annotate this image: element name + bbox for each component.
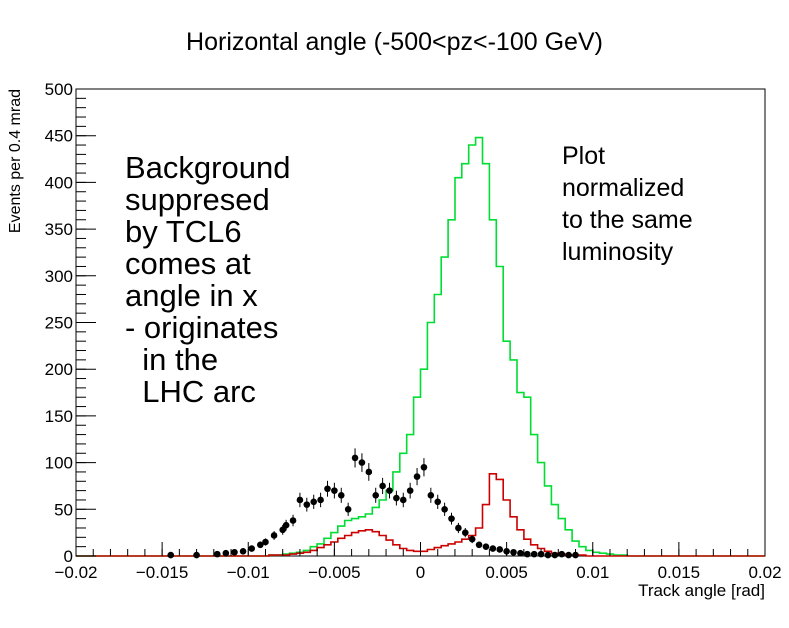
x-tick-label: −0.01 (227, 563, 270, 582)
data-point (365, 468, 373, 476)
y-tick-label: 500 (45, 80, 73, 99)
data-point (324, 485, 331, 493)
data-point (448, 515, 455, 522)
x-tick-label: 0.015 (658, 563, 701, 582)
data-point (544, 551, 552, 559)
data-point (239, 548, 247, 555)
data-point (337, 491, 345, 499)
y-tick-label: 450 (45, 127, 73, 146)
data-point (386, 487, 393, 494)
data-point (331, 487, 338, 494)
data-point (406, 487, 414, 494)
x-tick-label: −0.02 (54, 563, 97, 582)
data-point (351, 454, 359, 462)
x-tick-label: 0 (416, 563, 425, 582)
data-point (317, 496, 324, 504)
data-point (455, 524, 462, 532)
data-point (167, 551, 175, 559)
data-point (372, 491, 380, 499)
data-point (427, 491, 435, 499)
data-point (358, 459, 366, 466)
data-point (558, 550, 566, 558)
data-point (231, 548, 238, 556)
y-tick-label: 50 (54, 500, 73, 519)
y-tick-label: 150 (45, 407, 73, 426)
data-point (489, 545, 497, 552)
data-point (399, 496, 407, 504)
data-point (510, 548, 517, 556)
data-point (517, 549, 524, 557)
data-point (296, 496, 304, 504)
x-tick-label: 0.02 (748, 563, 781, 582)
data-point (461, 529, 469, 536)
annotation-normalization: Plot normalized to the same luminosity (562, 142, 693, 266)
data-point (303, 501, 311, 508)
histogram-series-1 (76, 473, 765, 557)
data-point (222, 549, 230, 557)
data-point (496, 546, 504, 553)
x-tick-label: −0.015 (136, 563, 188, 582)
y-tick-label: 300 (45, 267, 73, 286)
data-point (551, 551, 559, 559)
data-point (262, 538, 269, 546)
data-point (289, 517, 297, 524)
data-point (279, 526, 287, 534)
x-tick-label: −0.005 (308, 563, 360, 582)
y-tick-label: 250 (45, 314, 73, 333)
annotation-background: Background suppresed by TCL6 comes at an… (125, 150, 291, 409)
data-point (413, 473, 421, 480)
data-point (530, 550, 538, 558)
y-axis-label: Events per 0.4 mrad (7, 89, 24, 233)
data-point (310, 498, 318, 506)
data-point (393, 494, 400, 502)
x-axis-label: Track angle [rad] (638, 581, 765, 600)
x-tick-label: 0.01 (576, 563, 609, 582)
y-tick-label: 200 (45, 360, 73, 379)
data-point (344, 506, 352, 513)
y-tick-label: 400 (45, 173, 73, 192)
data-point (475, 541, 483, 549)
data-point (379, 482, 386, 490)
data-point (270, 532, 278, 539)
data-point (441, 506, 448, 513)
axis-layer: −0.02 −0.015 −0.01 −0.005 0 0.005 0.01 0.015 0.0… (45, 80, 782, 582)
y-tick-label: 100 (45, 454, 73, 473)
y-tick-label: 350 (45, 220, 73, 239)
data-point (468, 535, 476, 543)
data-point (257, 541, 264, 549)
data-point (420, 463, 428, 471)
x-tick-label: 0.005 (485, 563, 528, 582)
data-point (482, 543, 490, 550)
data-point (434, 498, 442, 506)
data-point (282, 521, 290, 529)
data-point (565, 551, 572, 559)
data-point (523, 550, 531, 558)
chart-title: Horizontal angle (-500<pz<-100 GeV) (186, 28, 603, 56)
y-tick-label: 0 (64, 547, 73, 566)
data-point (248, 545, 255, 552)
data-point (213, 550, 221, 558)
